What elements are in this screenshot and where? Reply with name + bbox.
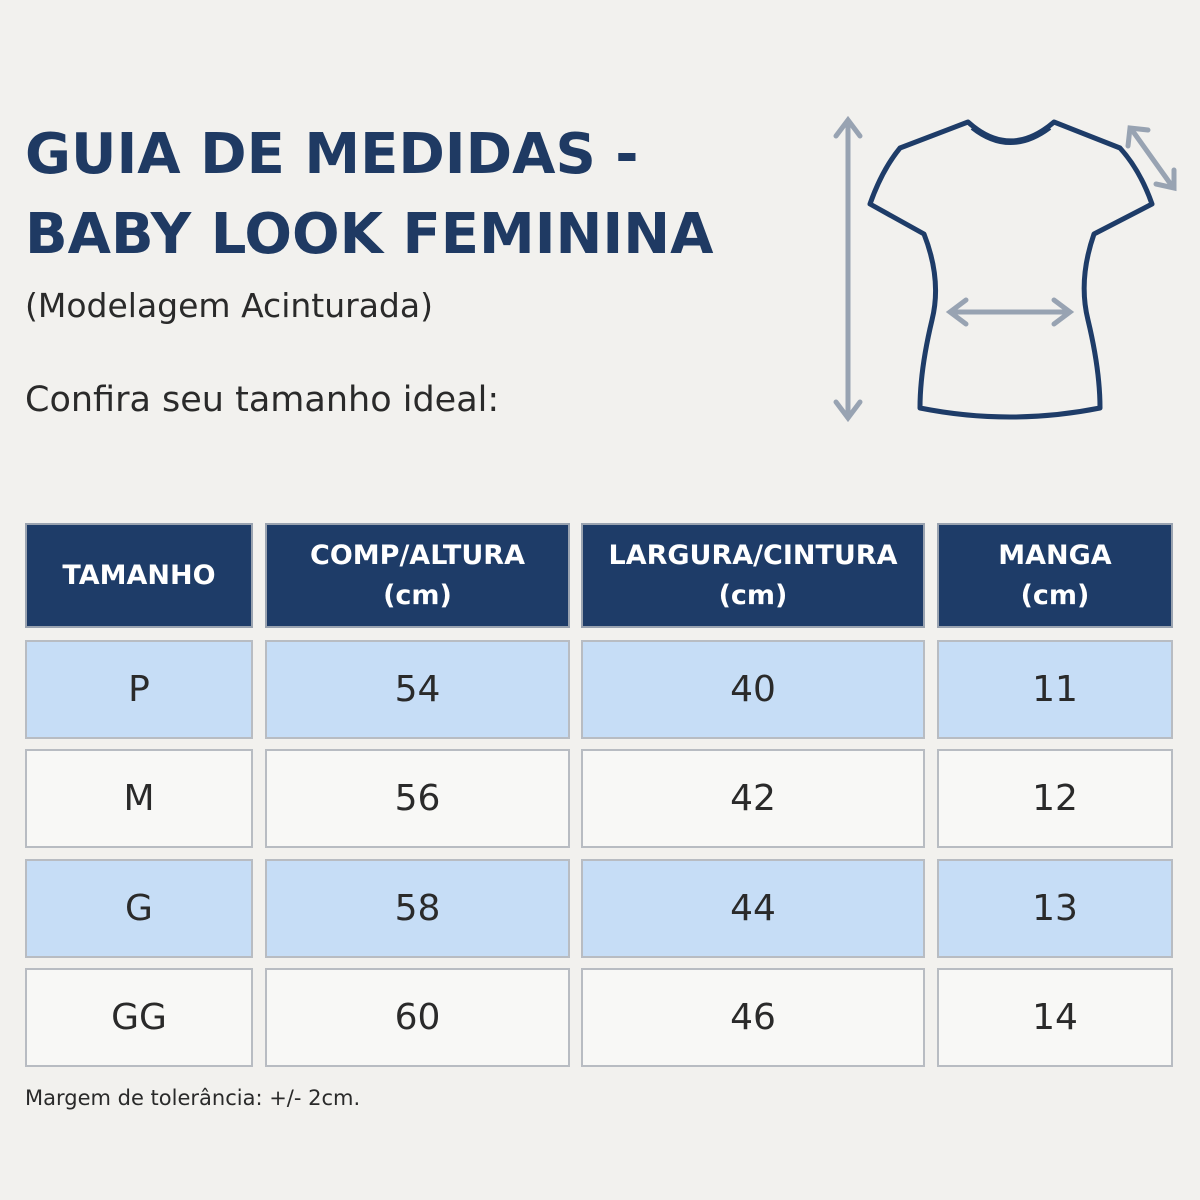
header-text: (cm) [1020,579,1090,611]
table-cell: GG [25,967,253,1067]
table-cell: 12 [937,749,1173,849]
table-cell: 46 [581,967,925,1067]
header-cell: MANGA (cm) [937,523,1173,628]
intro: Confira seu tamanho ideal: [25,380,500,420]
table-cell: G [25,858,253,958]
header-cell: COMP/ALTURA (cm) [265,523,570,628]
table-cell: 11 [937,640,1173,739]
subtitle: (Modelagem Acinturada) [25,286,433,325]
header-text: TAMANHO [62,559,216,591]
table-cell: 56 [265,749,570,849]
table-cell: 13 [937,858,1173,958]
table-cell: 14 [937,967,1173,1067]
title-line: GUIA DE MEDIDAS - [25,122,639,187]
footnote: Margem de tolerância: +/- 2cm. [25,1086,361,1110]
header-text: (cm) [383,579,452,611]
header-text: (cm) [718,579,788,611]
table-cell: 42 [581,749,925,849]
table-cell: 60 [265,967,570,1067]
header-text: COMP/ALTURA [310,539,525,571]
shirt-icon [833,115,1177,423]
header-text: LARGURA/CINTURA [608,539,898,571]
table-cell: 58 [265,858,570,958]
table-cell: M [25,749,253,849]
table-cell: 54 [265,640,570,739]
title-line: BABY LOOK FEMININA [25,202,714,267]
header-cell: LARGURA/CINTURA (cm) [581,523,925,628]
table-cell: 40 [581,640,925,739]
header-text: MANGA [998,539,1112,571]
table-cell: P [25,640,253,739]
table-cell: 44 [581,858,925,958]
header-cell: TAMANHO [25,523,253,628]
